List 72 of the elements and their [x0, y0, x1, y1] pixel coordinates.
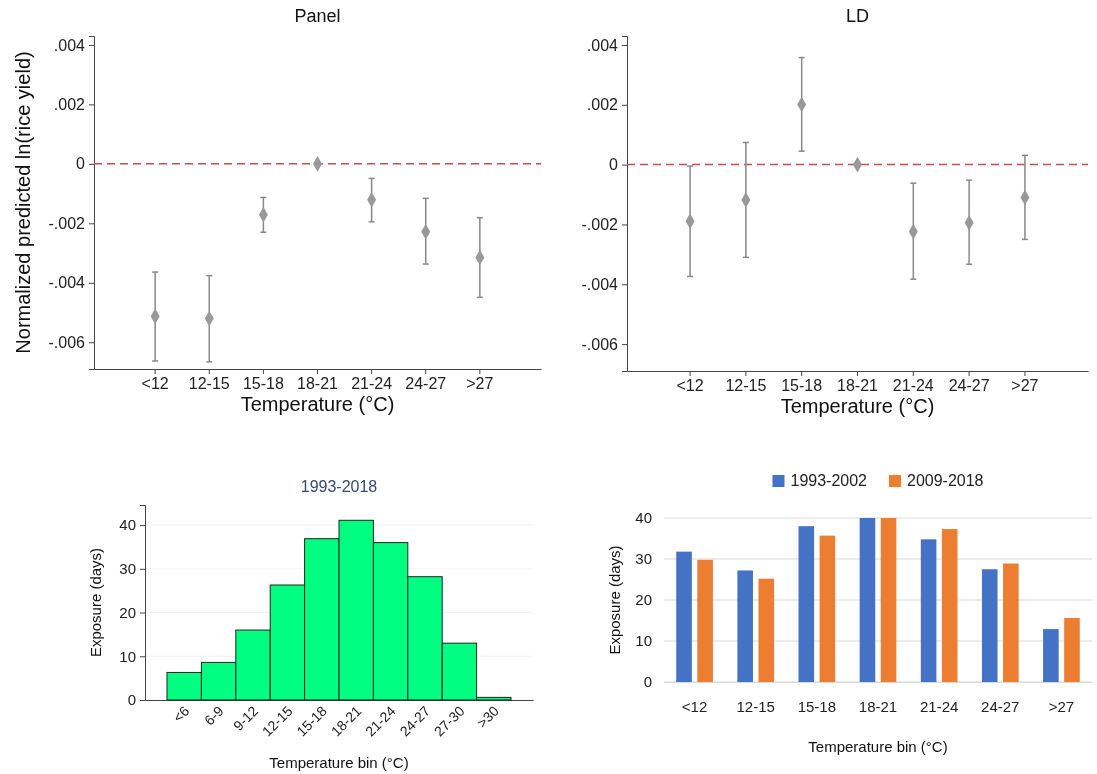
- y-tick-label: 10: [119, 647, 136, 665]
- y-tick-label: .004: [586, 36, 619, 54]
- x-tick-label: 21-24: [351, 375, 393, 392]
- x-tick-label: >27: [1048, 698, 1075, 715]
- bar: [697, 559, 713, 682]
- x-tick-label: >30: [473, 702, 503, 731]
- x-axis-title: Temperature bin (°C): [808, 738, 948, 755]
- bar: [1064, 618, 1080, 682]
- x-tick-label: 12-15: [725, 377, 767, 394]
- chart-title: LD: [845, 6, 870, 26]
- y-tick-label: 0: [643, 673, 652, 691]
- y-tick-label: 0: [127, 691, 136, 709]
- y-tick-label: 10: [635, 632, 652, 650]
- bar: [981, 569, 998, 682]
- y-tick-label: 30: [635, 550, 652, 568]
- x-tick-label: <6: [169, 702, 193, 726]
- y-tick-label: .004: [53, 36, 86, 54]
- x-tick-label: 18-21: [297, 375, 339, 392]
- y-tick-label: 20: [119, 603, 136, 621]
- chart-title: 1993-2018: [300, 478, 378, 495]
- x-tick-label: <12: [141, 375, 169, 392]
- x-tick-label: 21-24: [892, 377, 934, 394]
- y-tick-label: -.006: [48, 333, 86, 351]
- bar: [920, 539, 937, 682]
- legend-label: 1993-2002: [790, 472, 868, 489]
- x-tick-label: <12: [681, 698, 708, 715]
- x-axis-title: Temperature bin (°C): [269, 754, 409, 771]
- y-tick-label: -.004: [581, 275, 619, 293]
- chart-title: Panel: [294, 6, 341, 26]
- y-tick-label: 20: [635, 591, 652, 609]
- x-axis-title: Temperature (°C): [240, 393, 395, 415]
- x-tick-label: 24-27: [405, 375, 447, 392]
- x-tick-label: 12-15: [188, 375, 230, 392]
- y-tick-label: -.002: [581, 216, 619, 234]
- y-tick-label: 40: [119, 516, 136, 534]
- y-tick-label: -.002: [48, 214, 86, 232]
- bar: [880, 518, 897, 682]
- x-tick-label: 15-18: [797, 698, 837, 715]
- x-tick-label: <12: [676, 377, 704, 394]
- x-tick-label: >27: [466, 375, 494, 392]
- bar: [859, 518, 876, 682]
- x-tick-label: 15-18: [242, 375, 284, 392]
- y-tick-label: -.006: [581, 335, 619, 353]
- x-axis-title: Temperature (°C): [780, 395, 935, 417]
- bar: [798, 526, 815, 682]
- x-tick-label: 21-24: [919, 698, 959, 715]
- x-tick-label: 6-9: [201, 702, 227, 729]
- bar: [737, 570, 753, 682]
- y-axis-title: Exposure (days): [87, 547, 104, 658]
- y-tick-label: 0: [76, 155, 86, 173]
- bar: [1043, 629, 1059, 682]
- bar: [819, 535, 836, 682]
- x-tick-label: 24-27: [981, 698, 1020, 715]
- x-tick-label: 18-21: [858, 698, 898, 715]
- x-tick-label: >27: [1011, 377, 1039, 394]
- x-tick-label: 24-27: [948, 377, 990, 394]
- y-tick-label: .002: [586, 96, 619, 114]
- y-tick-label: .002: [53, 96, 86, 113]
- y-axis-title: Exposure (days): [606, 545, 623, 655]
- bar: [941, 529, 958, 682]
- x-tick-label: 12-15: [736, 698, 775, 715]
- bar: [758, 578, 775, 682]
- bar: [1003, 563, 1019, 682]
- y-axis-title: Normalized predicted ln(rice yield): [12, 51, 34, 354]
- legend-label: 2009-2018: [907, 472, 984, 489]
- bar: [676, 551, 692, 682]
- x-tick-label: 15-18: [781, 377, 823, 394]
- y-tick-label: 40: [635, 509, 652, 527]
- y-tick-label: 0: [609, 156, 619, 174]
- x-tick-label: 18-21: [837, 377, 879, 394]
- y-tick-label: 30: [119, 560, 136, 578]
- y-tick-label: -.004: [48, 274, 86, 292]
